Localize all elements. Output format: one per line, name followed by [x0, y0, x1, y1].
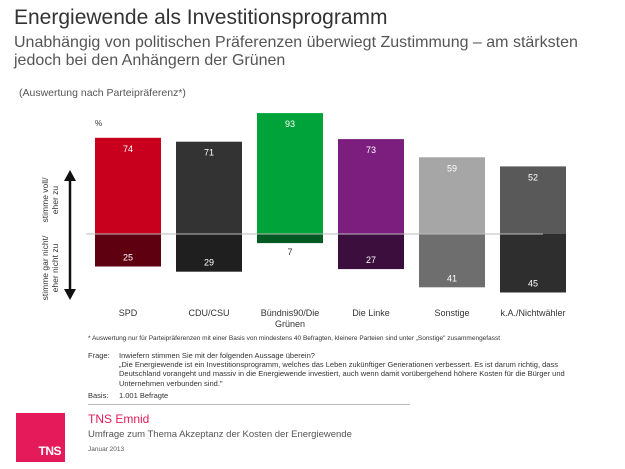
data-label-agree: 73: [366, 145, 376, 155]
footer-divider: [88, 404, 410, 405]
bar-disagree: [419, 234, 485, 288]
category-label: CDU/CSU: [188, 308, 229, 318]
survey-date: Januar 2013: [88, 446, 125, 453]
bar-disagree: [500, 234, 566, 293]
category-label: Die Linke: [352, 308, 390, 318]
axis-series-label: stimme gar nicht/eher nicht zu: [40, 235, 60, 300]
page-subtitle: Unabhängig von politischen Präferenzen ü…: [14, 34, 578, 69]
bar-agree: [338, 139, 404, 234]
data-label-disagree: 27: [366, 255, 376, 265]
data-label-disagree: 41: [447, 273, 457, 283]
question-line: „Die Energiewende ist ein Investitionspr…: [119, 360, 558, 370]
question-line: Inwiefern stimmen Sie mit der folgenden …: [119, 351, 315, 360]
data-label-agree: 71: [204, 148, 214, 158]
category-label: k.A./Nichtwähler: [500, 308, 565, 318]
question-line: Deutschland vorangeht und massiv in die …: [119, 369, 565, 379]
bar-agree: [500, 166, 566, 234]
data-label-disagree: 25: [123, 253, 133, 263]
page-title: Energiewende als Investitionsprogramm: [14, 6, 388, 29]
data-label-disagree: 29: [204, 258, 214, 268]
category-label: SPD: [119, 308, 138, 318]
bar-disagree: [176, 234, 242, 272]
chart-bars: 74 25 71 29 93 7 73 27 59 41 52 45: [95, 113, 566, 293]
bar-agree: [95, 137, 161, 234]
bar-chart: % 74 25 71 29 93 7 73 27 59 41 52 45 SPD CDU/CSU Bünd…: [40, 113, 566, 329]
bar-agree: [419, 157, 485, 234]
data-label-disagree: 45: [528, 279, 538, 289]
question-label: Frage:: [88, 351, 110, 360]
axis-series-label-line: eher zu: [50, 186, 60, 215]
axis-labels: stimme voll/eher zu stimme gar nicht/eher…: [40, 177, 60, 300]
question-line: Unternehmen verbunden sind.": [119, 378, 223, 388]
axis-series-label-line: stimme gar nicht/: [40, 235, 50, 300]
data-label-agree: 59: [447, 163, 457, 173]
category-label: Sonstige: [434, 308, 469, 318]
brand-name: TNS Emnid: [88, 412, 150, 426]
basis-value: 1.001 Befragte: [119, 391, 169, 400]
axis-arrow-down: [64, 289, 76, 300]
footnote: * Auswertung nur für Parteipräferenzen m…: [88, 335, 501, 342]
basis-label: Basis:: [88, 391, 109, 400]
tns-logo: TNS: [16, 413, 65, 462]
unit-label: %: [95, 119, 102, 128]
bar-agree: [176, 141, 242, 234]
bar-agree: [257, 113, 323, 234]
survey-title: Umfrage zum Thema Akzeptanz der Kosten d…: [88, 429, 352, 440]
data-label-agree: 52: [528, 172, 538, 182]
bar-disagree: [338, 234, 404, 270]
axis-series-label: stimme voll/eher zu: [40, 177, 60, 223]
data-label-agree: 93: [285, 119, 295, 129]
question-text: Inwiefern stimmen Sie mit der folgenden …: [119, 351, 619, 388]
data-label-agree: 74: [123, 144, 133, 154]
bar-disagree: [95, 234, 161, 267]
chart-note: (Auswertung nach Parteipräferenz*): [19, 87, 186, 99]
axis-arrow-up: [64, 170, 76, 181]
bar-disagree: [257, 234, 323, 244]
data-label-disagree: 7: [287, 247, 292, 257]
category-label: Bündnis90/Die: [261, 308, 320, 318]
category-label: Grünen: [275, 319, 305, 329]
axis-series-label-line: eher nicht zu: [50, 243, 60, 292]
logo-text: TNS: [38, 444, 62, 458]
axis-series-label-line: stimme voll/: [40, 177, 50, 223]
